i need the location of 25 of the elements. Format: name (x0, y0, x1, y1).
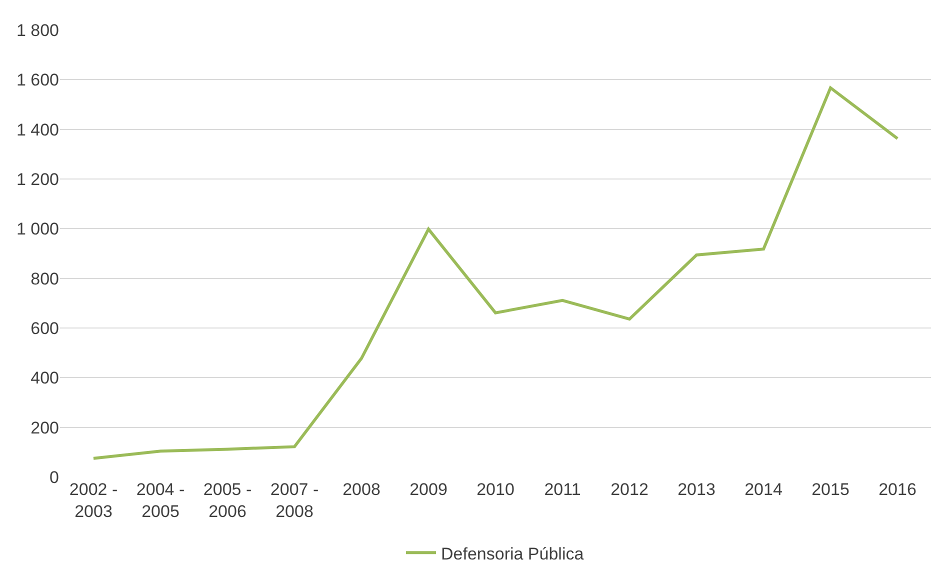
y-tick-label: 1 600 (16, 70, 59, 90)
y-tick-label: 1 400 (16, 120, 59, 140)
y-tick-label: 600 (30, 318, 59, 338)
x-tick-label: 2002 - 2003 (69, 480, 118, 522)
x-tick-label: 2013 (678, 480, 716, 499)
x-tick-label: 2010 (476, 480, 514, 499)
x-tick-label: 2014 (744, 480, 782, 499)
y-tick-label: 1 200 (16, 170, 59, 189)
x-tick-label: 2005 - 2006 (203, 480, 252, 522)
y-tick-label: 1 800 (16, 20, 59, 40)
line-series (92, 86, 899, 460)
x-tick-label: 2015 (812, 480, 850, 499)
y-tick-label: 0 (50, 468, 59, 487)
x-tick-label: 2008 (342, 480, 380, 499)
y-tick-label: 200 (30, 418, 59, 438)
y-tick-label: 800 (30, 269, 59, 288)
y-tick-label: 1 000 (16, 220, 59, 239)
x-tick-label: 2011 (544, 480, 581, 499)
x-tick-label: 2009 (410, 480, 448, 499)
y-tick-label: 400 (30, 368, 59, 388)
x-tick-label: 2004 - 2005 (136, 480, 185, 522)
x-tick-label: 2007 - 2008 (270, 480, 319, 522)
legend-label: Defensoria Pública (441, 544, 584, 564)
x-tick-label: 2012 (610, 480, 648, 499)
x-tick-label: 2016 (878, 480, 916, 499)
